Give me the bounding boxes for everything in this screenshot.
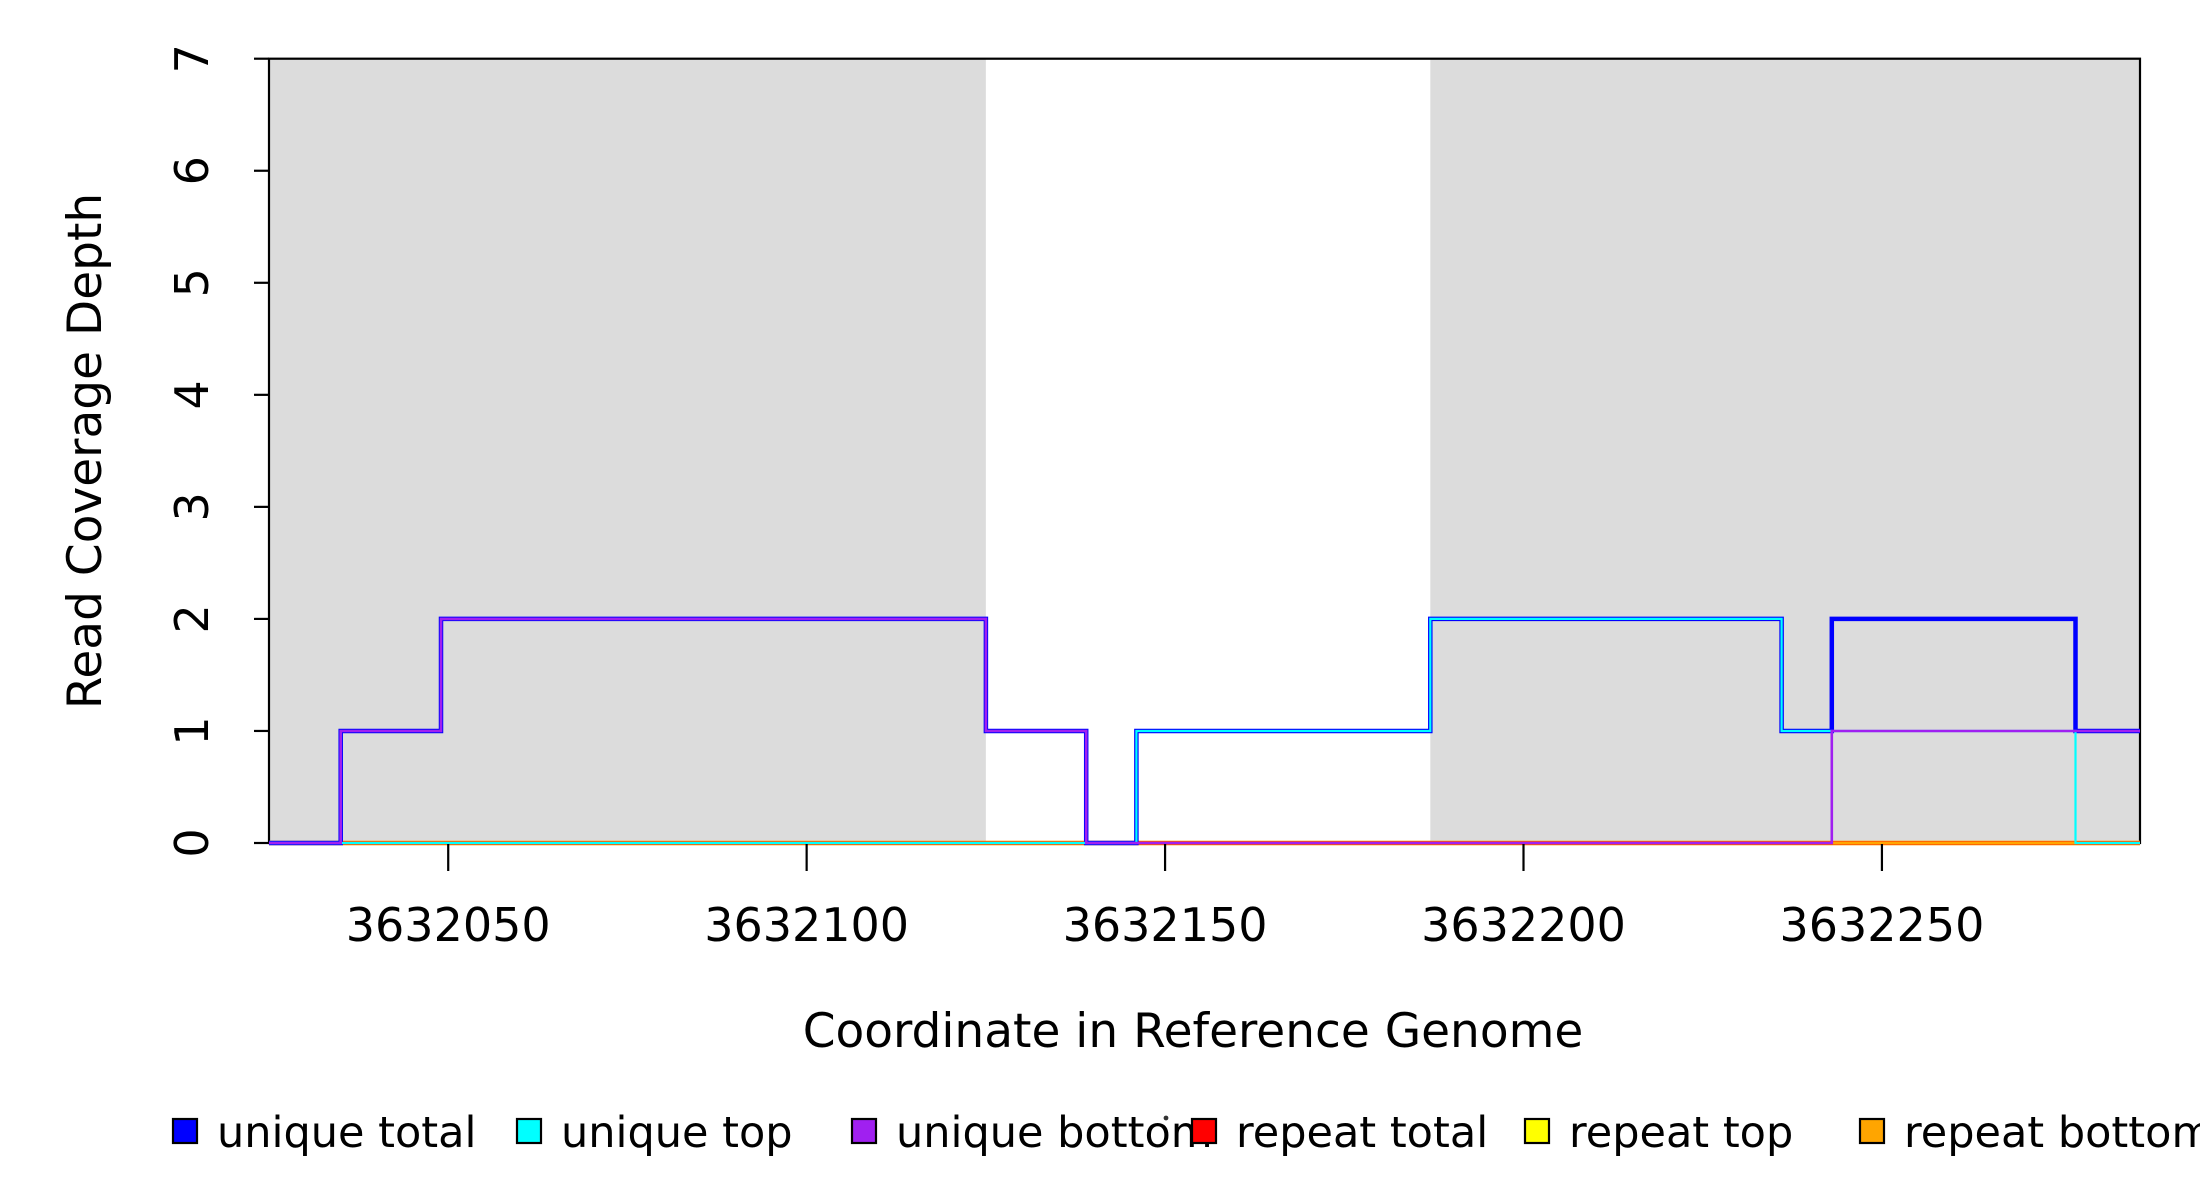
series-lines-group <box>269 616 2140 846</box>
legend-swatch-repeat-total <box>1190 1117 1218 1145</box>
legend-swatch-unique-bottom <box>850 1117 878 1145</box>
stray-dot <box>1163 1115 1169 1121</box>
x-tick-label: 3632250 <box>1779 898 1984 952</box>
legend-label-unique-top: unique top <box>561 1108 793 1158</box>
y-tick-label: 4 <box>165 380 219 409</box>
legend-label-unique-bottom: unique bottom <box>896 1108 1213 1158</box>
y-axis-title: Read Coverage Depth <box>58 193 113 709</box>
axis-ticks-group: 3632050 3632100 3632150 3632200 3632250 0 1 2 3 4… <box>165 44 1984 952</box>
shaded-regions-group <box>269 58 2140 843</box>
x-tick-label: 3632050 <box>346 898 551 952</box>
series-line-unique-top <box>269 617 2140 845</box>
legend-label-repeat-bottom: repeat bottom <box>1904 1108 2200 1158</box>
x-tick-label: 3632150 <box>1063 898 1268 952</box>
legend-label-unique-total: unique total <box>217 1108 476 1158</box>
shaded-region <box>269 58 986 843</box>
x-tick-label: 3632200 <box>1421 898 1626 952</box>
annotations-group <box>1163 1115 1169 1121</box>
legend-swatch-unique-top <box>515 1117 543 1145</box>
shaded-region <box>1430 58 2140 843</box>
legend-group: unique total unique top unique bottom repea… <box>171 1108 2200 1158</box>
y-tick-label: 6 <box>165 156 219 185</box>
y-tick-label: 5 <box>165 268 219 297</box>
y-tick-label: 1 <box>165 716 219 745</box>
x-axis-title: Coordinate in Reference Genome <box>803 1004 1584 1059</box>
y-tick-label: 3 <box>165 492 219 521</box>
y-tick-label: 7 <box>165 44 219 73</box>
legend-label-repeat-top: repeat top <box>1569 1108 1793 1158</box>
legend-swatch-unique-total <box>171 1117 199 1145</box>
series-line-unique-bottom <box>269 617 2140 845</box>
y-tick-label: 2 <box>165 604 219 633</box>
x-tick-label: 3632100 <box>704 898 909 952</box>
legend-label-repeat-total: repeat total <box>1236 1108 1488 1158</box>
y-tick-label: 0 <box>165 828 219 857</box>
legend-swatch-repeat-top <box>1523 1117 1551 1145</box>
legend-swatch-repeat-bottom <box>1858 1117 1886 1145</box>
